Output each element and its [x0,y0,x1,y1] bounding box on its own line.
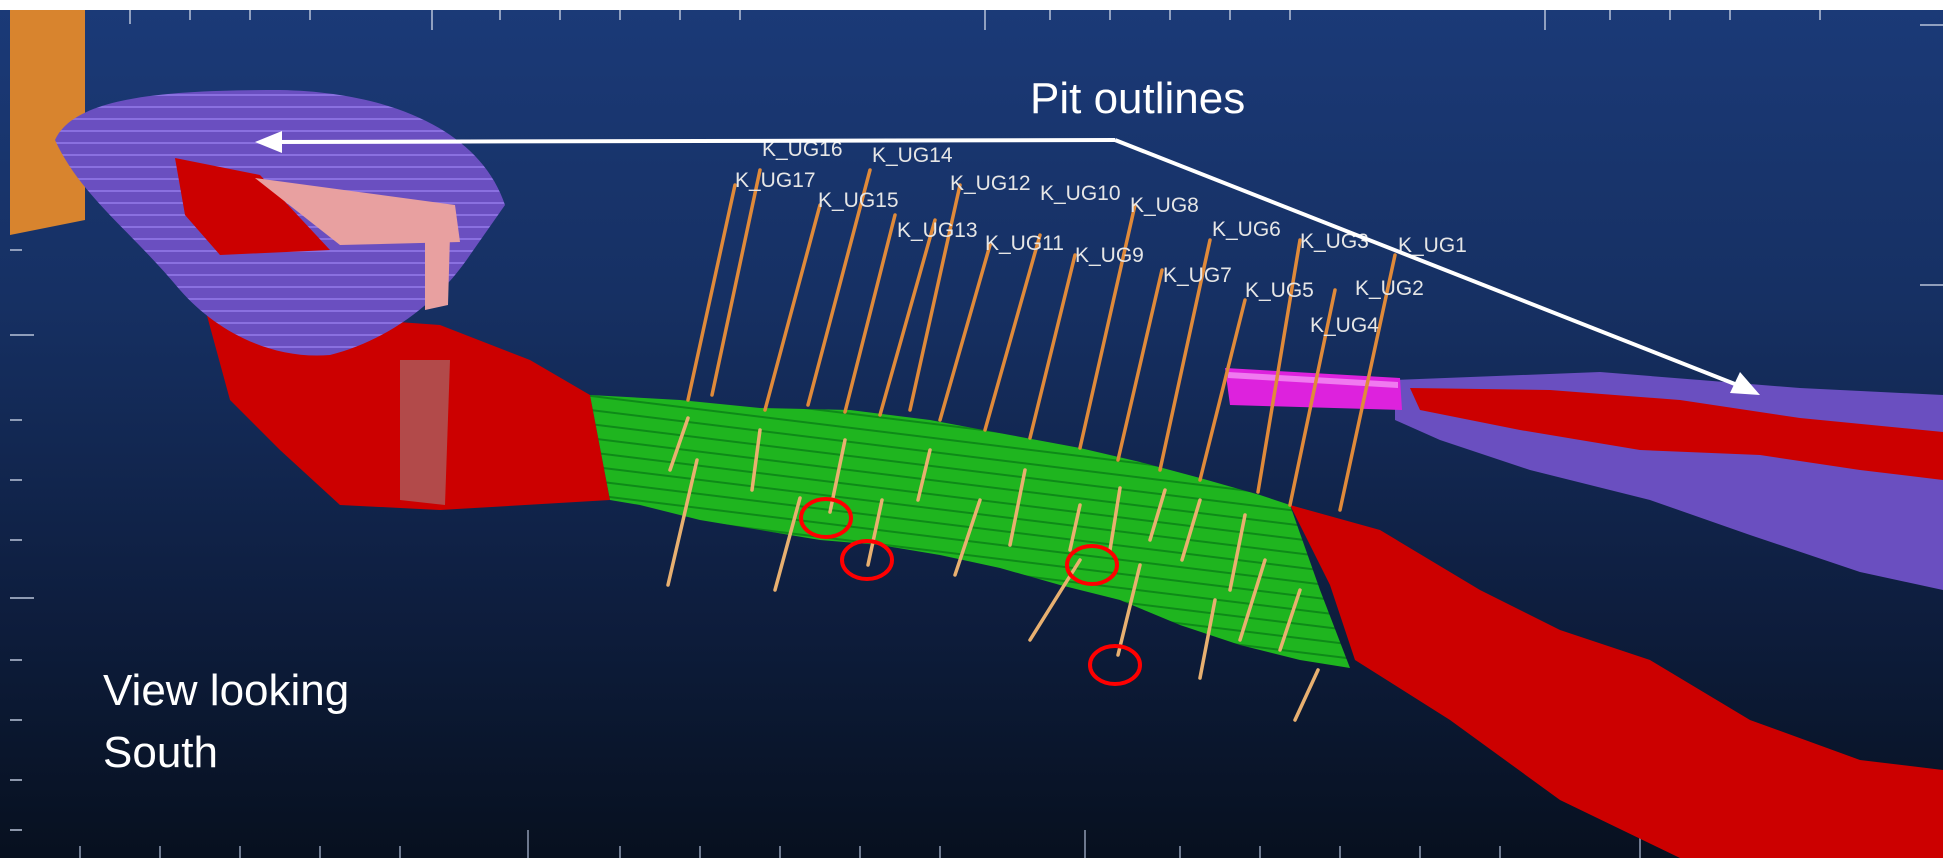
arrow-right-line [1114,138,1746,390]
hole-label-16: K_UG16 [762,138,843,161]
pit-ore-right [1410,388,1943,480]
arrow-right-head [1730,372,1760,395]
hole-label-15: K_UG15 [818,189,899,212]
arrow-left-head [255,131,282,153]
hole-label-10: K_UG10 [1040,182,1121,205]
pit-outline-arrows [255,131,1760,395]
hole-label-6: K_UG6 [1212,218,1281,241]
hole-label-12: K_UG12 [950,172,1031,195]
marker-circle-2 [840,539,894,581]
intersection-markers [799,497,1142,686]
pit-ore-left [175,158,330,255]
hole-label-3: K_UG3 [1300,230,1369,253]
marker-circle-3 [1065,544,1119,586]
axis-ticks-bottom [79,830,1801,858]
pit-block-left [255,178,460,245]
hole-label-5: K_UG5 [1245,279,1314,302]
hole-label-8: K_UG8 [1130,194,1199,217]
hole-label-14: K_UG14 [872,144,953,167]
ore-side-face [400,360,450,505]
pit-block-face [425,235,450,310]
hole-label-7: K_UG7 [1163,264,1232,287]
hole-label-9: K_UG9 [1075,244,1144,267]
ore-body-right [1290,505,1943,858]
axis-ticks-top [129,10,1821,30]
drill-hole-labels: K_UG1 K_UG2 K_UG3 K_UG4 K_UG5 K_UG6 K_UG… [735,138,1467,337]
hole-label-17: K_UG17 [735,169,816,192]
hole-label-2: K_UG2 [1355,277,1424,300]
view-direction-line2: South [103,728,218,777]
magenta-highlight [1228,372,1398,388]
marker-circle-4 [1088,644,1142,686]
drill-traces-upper [686,168,1397,512]
view-direction-line1: View looking [103,666,350,715]
arrow-left-line [269,138,1116,144]
hole-label-1: K_UG1 [1398,234,1467,257]
pit-outlines-label: Pit outlines [1030,74,1246,123]
hole-label-4: K_UG4 [1310,314,1379,337]
drill-traces-lower [666,416,1320,722]
hole-label-11: K_UG11 [985,232,1064,255]
hole-label-13: K_UG13 [897,219,978,242]
frame-top [0,0,1943,10]
left-block [10,10,85,235]
marker-circle-1 [799,497,853,539]
view-direction-label: View looking South [103,660,463,784]
